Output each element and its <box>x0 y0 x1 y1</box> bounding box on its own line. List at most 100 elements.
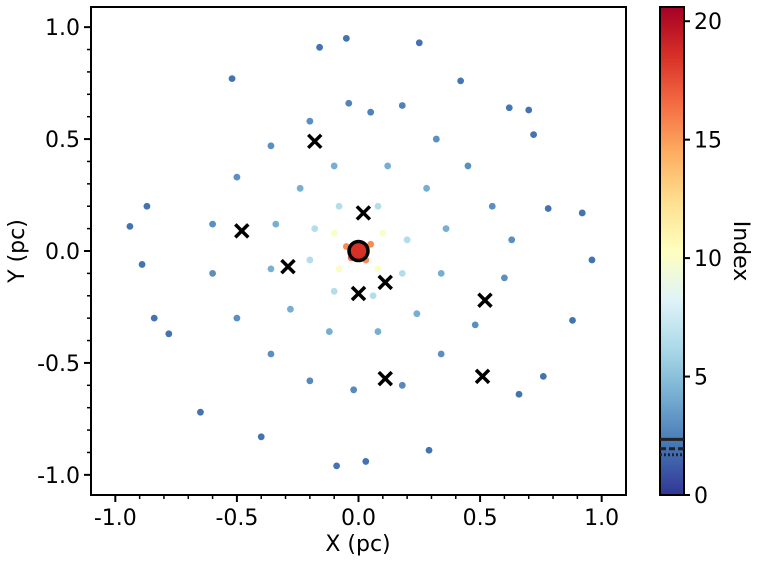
cross-marker <box>280 258 296 275</box>
data-point <box>306 377 314 385</box>
data-point <box>209 220 216 228</box>
x-tick-label: -0.5 <box>215 506 258 531</box>
data-point <box>267 350 275 358</box>
colorbar-tick-label: 15 <box>694 129 722 154</box>
data-point <box>197 408 204 416</box>
x-tick-label: 1.0 <box>584 506 619 531</box>
data-point <box>437 269 445 277</box>
data-point <box>374 328 382 335</box>
y-axis-label: Y (pc) <box>5 219 30 284</box>
data-point <box>150 314 158 322</box>
cross-marker <box>474 368 491 385</box>
data-point <box>342 34 350 42</box>
data-point <box>330 162 338 170</box>
data-point <box>138 261 146 268</box>
data-point <box>525 106 533 114</box>
data-point <box>333 462 341 470</box>
data-point <box>306 117 314 125</box>
data-point <box>316 43 323 51</box>
data-point <box>423 184 430 192</box>
colorbar-tick-label: 5 <box>694 366 708 391</box>
data-point <box>415 39 423 47</box>
data-point <box>464 162 472 170</box>
y-tick-label: 0.0 <box>45 240 80 265</box>
y-tick-label: 0.5 <box>45 128 80 153</box>
colorbar-label: Index <box>728 221 753 282</box>
data-point <box>296 184 304 192</box>
cross-marker <box>350 285 367 302</box>
cross-marker <box>306 133 323 150</box>
data-point <box>471 321 479 329</box>
data-point <box>488 202 496 210</box>
data-point <box>335 202 343 210</box>
data-point <box>228 75 236 83</box>
colorbar-reference-lines <box>660 437 684 457</box>
data-point <box>233 314 241 322</box>
data-point <box>367 108 375 116</box>
data-point <box>398 102 406 109</box>
data-point <box>544 205 552 212</box>
data-point <box>257 433 265 441</box>
data-point <box>515 390 523 398</box>
central-marker <box>347 239 370 263</box>
data-point <box>530 131 537 138</box>
data-point <box>398 381 406 389</box>
x-tick-label: 0.5 <box>463 506 498 531</box>
data-point <box>350 386 358 394</box>
data-point <box>209 269 216 277</box>
data-point <box>578 209 586 217</box>
data-point <box>367 240 375 248</box>
data-point <box>345 99 353 107</box>
y-tick-label: -0.5 <box>37 352 80 377</box>
y-tick-label: -1.0 <box>37 464 80 489</box>
data-point <box>379 229 387 237</box>
colorbar-ticks: 0 5 10 15 20 <box>684 10 722 509</box>
data-point <box>233 173 241 181</box>
data-point <box>267 265 275 273</box>
cross-marker <box>377 274 393 291</box>
data-point <box>165 330 173 338</box>
data-point <box>143 202 151 210</box>
data-point <box>374 202 382 210</box>
data-point <box>437 350 445 358</box>
colorbar: 0 5 10 15 20 Index <box>659 6 753 509</box>
cross-marker <box>477 292 493 308</box>
data-point <box>384 162 392 170</box>
data-point <box>330 229 338 237</box>
data-point <box>306 256 314 264</box>
data-point <box>432 135 440 143</box>
y-tick-label: 1.0 <box>45 16 80 41</box>
colorbar-gradient <box>659 6 685 496</box>
data-point <box>330 287 338 295</box>
colorbar-tick-label: 20 <box>694 10 722 35</box>
data-point <box>362 458 370 465</box>
x-axis-label: X (pc) <box>325 532 390 557</box>
data-point <box>569 316 576 324</box>
axes: -1.0 -0.5 0.0 0.5 1.0 -1.0 -0.5 0.0 0.5 1.0 <box>37 16 619 531</box>
data-point <box>413 310 421 318</box>
data-point <box>398 269 406 277</box>
data-point <box>374 265 382 273</box>
cross-marker <box>234 223 250 239</box>
data-point <box>403 236 411 244</box>
data-point <box>505 104 513 112</box>
colorbar-tick-label: 10 <box>694 247 722 272</box>
data-point <box>442 225 450 233</box>
x-tick-label: -1.0 <box>94 506 137 531</box>
data-point <box>588 256 596 264</box>
data-point <box>335 265 343 273</box>
data-point <box>369 292 377 300</box>
data-point <box>126 222 134 230</box>
x-tick-label: 0.0 <box>341 506 376 531</box>
data-point <box>311 225 319 233</box>
cross-marker <box>377 370 393 387</box>
colorbar-tick-label: 0 <box>694 484 708 509</box>
data-point <box>539 372 547 380</box>
data-point <box>425 446 433 454</box>
data-point <box>508 236 516 244</box>
data-point <box>501 274 508 282</box>
data-point <box>457 77 465 85</box>
cross-marker <box>355 205 372 221</box>
data-point <box>287 305 294 313</box>
